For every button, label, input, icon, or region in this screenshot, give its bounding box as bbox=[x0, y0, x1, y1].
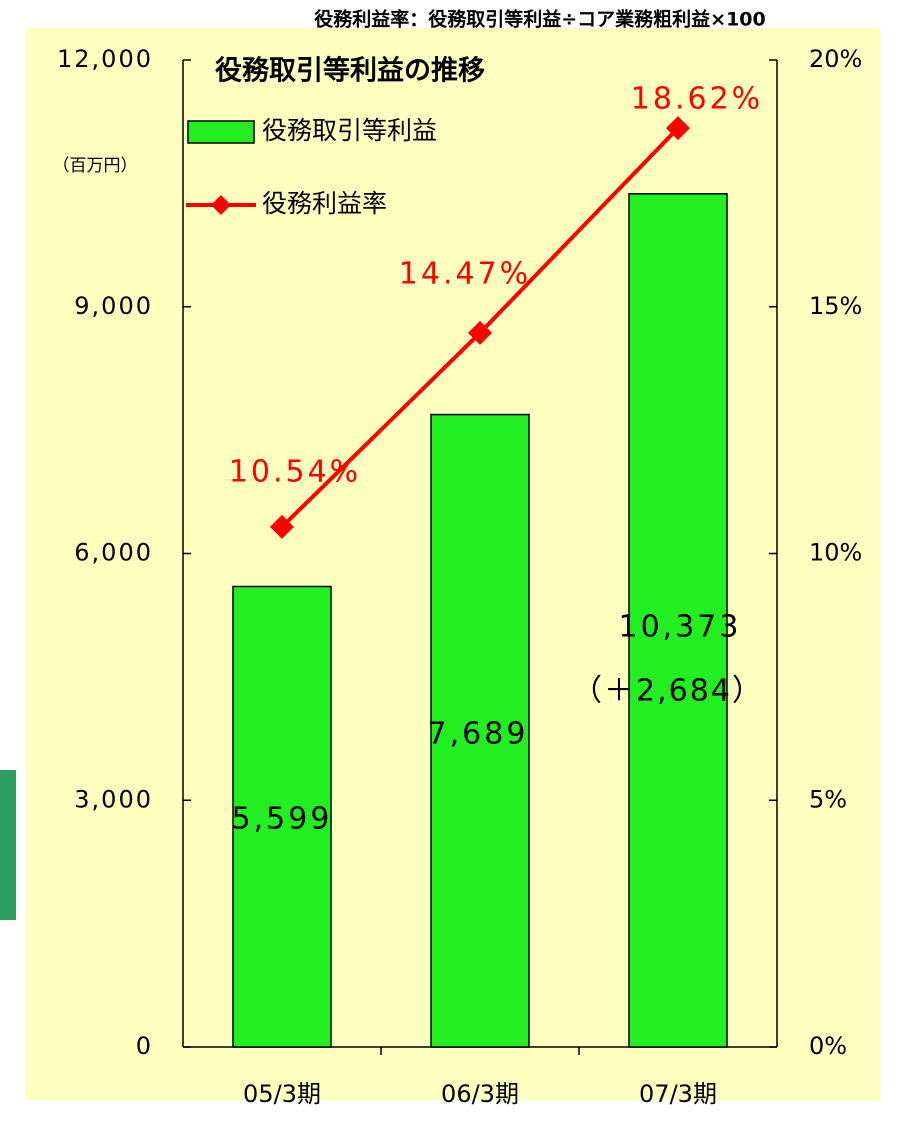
y2-tick-label: 10% bbox=[809, 539, 862, 567]
annotation: （＋2,684） bbox=[572, 674, 764, 709]
y2-tick-label: 15% bbox=[809, 292, 862, 320]
line-value-label: 10.54% bbox=[229, 455, 361, 490]
line-marker bbox=[468, 320, 492, 345]
side-tab bbox=[0, 770, 16, 920]
x-tick-label: 05/3期 bbox=[243, 1080, 321, 1108]
legend-label: 役務取引等利益 bbox=[262, 116, 437, 145]
y2-tick-label: 0% bbox=[809, 1032, 847, 1060]
line-value-label: 14.47% bbox=[399, 257, 531, 292]
legend-marker bbox=[211, 195, 231, 215]
y-axis-label: （百万円） bbox=[53, 156, 138, 176]
y-tick-label: 9,000 bbox=[74, 292, 153, 320]
bar bbox=[430, 413, 530, 1048]
chart-title: 役務取引等利益の推移 bbox=[215, 55, 485, 87]
y2-tick-label: 5% bbox=[809, 785, 847, 813]
y-tick-label: 6,000 bbox=[74, 539, 153, 567]
x-tick-label: 07/3期 bbox=[639, 1080, 717, 1108]
bar-value-label: 10,373 bbox=[619, 610, 742, 645]
y-tick-label: 12,000 bbox=[57, 45, 153, 73]
x-tick-label: 06/3期 bbox=[441, 1080, 519, 1108]
bar-value-label: 5,599 bbox=[232, 802, 333, 837]
legend-swatch bbox=[187, 120, 255, 144]
y-tick-label: 3,000 bbox=[74, 785, 153, 813]
bar bbox=[232, 585, 332, 1048]
subtitle: 役務利益率：役務取引等利益÷コア業務粗利益×100 bbox=[314, 8, 766, 31]
bar bbox=[628, 193, 728, 1048]
line-marker bbox=[270, 514, 294, 539]
bar-value-label: 7,689 bbox=[428, 717, 529, 752]
legend-label: 役務利益率 bbox=[262, 189, 387, 218]
y2-tick-label: 20% bbox=[809, 45, 862, 73]
y-tick-label: 0 bbox=[136, 1032, 153, 1060]
line-value-label: 18.62% bbox=[631, 82, 763, 117]
line-marker bbox=[666, 116, 690, 141]
